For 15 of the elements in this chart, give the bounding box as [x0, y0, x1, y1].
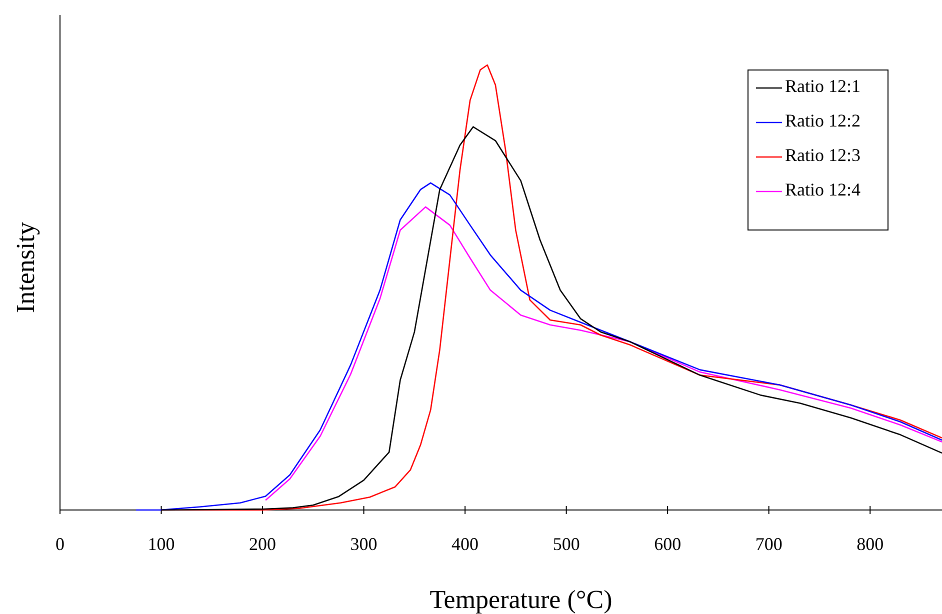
x-tick-label: 600	[654, 534, 682, 554]
x-tick-label: 500	[552, 534, 580, 554]
legend-label: Ratio 12:4	[785, 180, 860, 200]
x-tick-label: 800	[856, 534, 884, 554]
legend-label: Ratio 12:3	[785, 145, 860, 166]
legend-label: Ratio 12:1	[785, 76, 860, 96]
x-axis-title: Temperature (°C)	[430, 585, 612, 614]
x-tick-label: 300	[350, 534, 378, 554]
x-tick-label: 200	[249, 534, 276, 554]
x-tick-label: 700	[755, 534, 782, 554]
x-tick-label: 400	[452, 534, 479, 554]
legend-label: Ratio 12:2	[785, 110, 860, 131]
x-tick-label: 0	[56, 534, 64, 554]
x-tick-label: 100	[148, 534, 175, 554]
y-axis-title: Intensity	[11, 222, 40, 313]
